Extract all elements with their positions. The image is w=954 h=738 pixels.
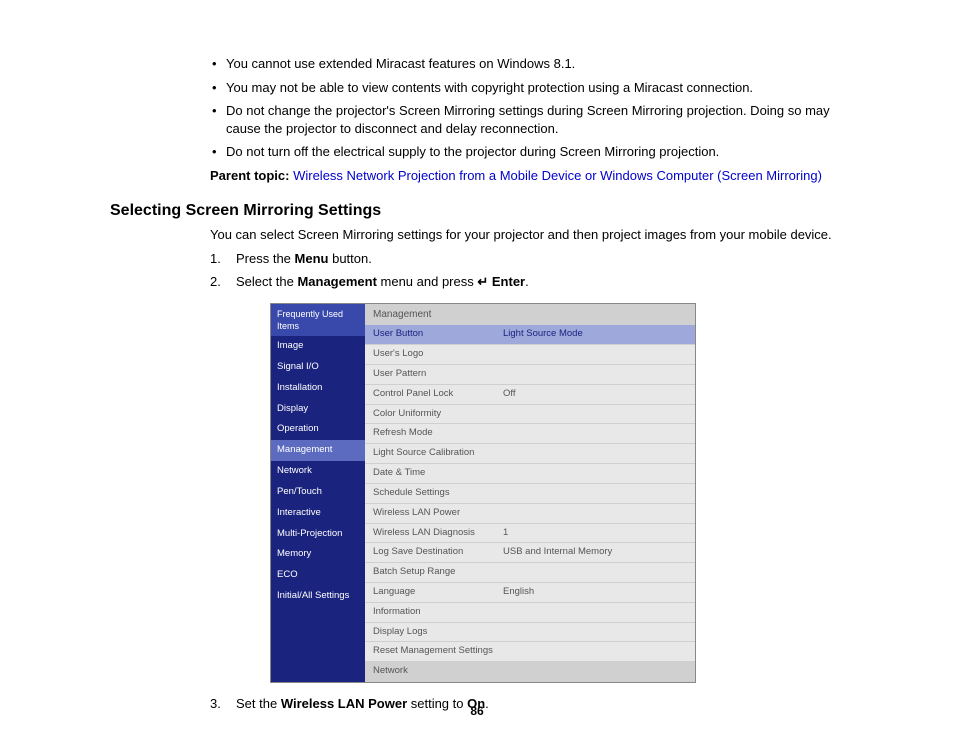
- page-number: 86: [0, 704, 954, 718]
- notes-list: You cannot use extended Miracast feature…: [210, 55, 844, 161]
- menu-main-header: Management: [365, 304, 695, 326]
- parent-topic: Parent topic: Wireless Network Projectio…: [210, 167, 844, 185]
- menu-row-value: [503, 507, 687, 520]
- menu-network-label: Network: [373, 665, 408, 678]
- steps-list: Press the Menu button. Select the Manage…: [210, 250, 844, 713]
- menu-row-label: Refresh Mode: [373, 427, 503, 440]
- menu-row-value: USB and Internal Memory: [503, 546, 687, 559]
- menu-row-value: [503, 427, 687, 440]
- sidebar-item[interactable]: Initial/All Settings: [271, 586, 365, 607]
- menu-row-label: User's Logo: [373, 348, 503, 361]
- menu-row[interactable]: User Pattern: [365, 365, 695, 385]
- menu-row[interactable]: LanguageEnglish: [365, 583, 695, 603]
- menu-row-value: [503, 467, 687, 480]
- menu-sidebar: Frequently Used Items ImageSignal I/OIns…: [271, 304, 365, 682]
- menu-row-label: Light Source Calibration: [373, 447, 503, 460]
- sidebar-item[interactable]: Interactive: [271, 503, 365, 524]
- sidebar-item[interactable]: Pen/Touch: [271, 482, 365, 503]
- step-text: menu and press: [377, 274, 477, 289]
- note-item: You cannot use extended Miracast feature…: [210, 55, 844, 73]
- menu-row[interactable]: Batch Setup Range: [365, 563, 695, 583]
- menu-row[interactable]: Wireless LAN Power: [365, 504, 695, 524]
- enter-icon: ↵: [477, 274, 488, 289]
- menu-word: Menu: [295, 251, 329, 266]
- step-text: .: [525, 274, 529, 289]
- menu-screenshot: Frequently Used Items ImageSignal I/OIns…: [270, 303, 844, 683]
- menu-row-value: [503, 348, 687, 361]
- menu-row-value: [503, 368, 687, 381]
- menu-row-label: Information: [373, 606, 503, 619]
- menu-row-label: Schedule Settings: [373, 487, 503, 500]
- menu-row-value: [503, 408, 687, 421]
- menu-row[interactable]: Reset Management Settings: [365, 642, 695, 662]
- menu-row[interactable]: User's Logo: [365, 345, 695, 365]
- sidebar-item[interactable]: Memory: [271, 544, 365, 565]
- menu-row[interactable]: Log Save DestinationUSB and Internal Mem…: [365, 543, 695, 563]
- menu-row-label: Wireless LAN Power: [373, 507, 503, 520]
- menu-row-label: Batch Setup Range: [373, 566, 503, 579]
- menu-row[interactable]: Information: [365, 603, 695, 623]
- menu-row[interactable]: User ButtonLight Source Mode: [365, 325, 695, 345]
- management-word: Management: [297, 274, 376, 289]
- sidebar-item[interactable]: ECO: [271, 565, 365, 586]
- menu-row-value: Off: [503, 388, 687, 401]
- sidebar-item[interactable]: Display: [271, 399, 365, 420]
- menu-row-value: [503, 626, 687, 639]
- intro-text: You can select Screen Mirroring settings…: [210, 226, 844, 244]
- note-item: You may not be able to view contents wit…: [210, 79, 844, 97]
- menu-row[interactable]: Display Logs: [365, 623, 695, 643]
- menu-row-value: [503, 606, 687, 619]
- note-item: Do not change the projector's Screen Mir…: [210, 102, 844, 137]
- menu-row-label: Date & Time: [373, 467, 503, 480]
- menu-row-value: 1: [503, 527, 687, 540]
- menu-row[interactable]: Color Uniformity: [365, 405, 695, 425]
- menu-row-label: Control Panel Lock: [373, 388, 503, 401]
- step-1: Press the Menu button.: [210, 250, 844, 268]
- menu-row-label: Wireless LAN Diagnosis: [373, 527, 503, 540]
- menu-row-label: User Button: [373, 328, 503, 341]
- projector-menu: Frequently Used Items ImageSignal I/OIns…: [270, 303, 696, 683]
- menu-row[interactable]: Refresh Mode: [365, 424, 695, 444]
- sidebar-header: Frequently Used Items: [271, 304, 365, 336]
- sidebar-item[interactable]: Installation: [271, 378, 365, 399]
- menu-main: Management User ButtonLight Source ModeU…: [365, 304, 695, 682]
- step-2: Select the Management menu and press ↵ E…: [210, 273, 844, 683]
- note-item: Do not turn off the electrical supply to…: [210, 143, 844, 161]
- sidebar-item[interactable]: Network: [271, 461, 365, 482]
- menu-row-label: Color Uniformity: [373, 408, 503, 421]
- menu-row[interactable]: Schedule Settings: [365, 484, 695, 504]
- menu-row-value: [503, 447, 687, 460]
- sidebar-item[interactable]: Signal I/O: [271, 357, 365, 378]
- menu-row-value: [503, 566, 687, 579]
- parent-topic-label: Parent topic:: [210, 168, 289, 183]
- menu-row-value: English: [503, 586, 687, 599]
- menu-network-header: Network: [365, 662, 695, 682]
- menu-row-value: [503, 487, 687, 500]
- sidebar-item[interactable]: Management: [271, 440, 365, 461]
- sidebar-item[interactable]: Operation: [271, 419, 365, 440]
- step-text: Press the: [236, 251, 295, 266]
- menu-row[interactable]: Control Panel LockOff: [365, 385, 695, 405]
- menu-row-label: Log Save Destination: [373, 546, 503, 559]
- menu-row-value: [503, 645, 687, 658]
- section-heading: Selecting Screen Mirroring Settings: [110, 202, 844, 220]
- sidebar-item[interactable]: Multi-Projection: [271, 524, 365, 545]
- sidebar-item[interactable]: Image: [271, 336, 365, 357]
- menu-row-label: User Pattern: [373, 368, 503, 381]
- menu-row-label: Display Logs: [373, 626, 503, 639]
- menu-row-label: Reset Management Settings: [373, 645, 503, 658]
- menu-row[interactable]: Wireless LAN Diagnosis1: [365, 524, 695, 544]
- enter-word: Enter: [488, 274, 525, 289]
- parent-topic-link[interactable]: Wireless Network Projection from a Mobil…: [293, 168, 822, 183]
- menu-row-label: Language: [373, 586, 503, 599]
- step-text: button.: [328, 251, 371, 266]
- menu-row[interactable]: Date & Time: [365, 464, 695, 484]
- step-text: Select the: [236, 274, 297, 289]
- menu-row[interactable]: Light Source Calibration: [365, 444, 695, 464]
- menu-row-value: Light Source Mode: [503, 328, 687, 341]
